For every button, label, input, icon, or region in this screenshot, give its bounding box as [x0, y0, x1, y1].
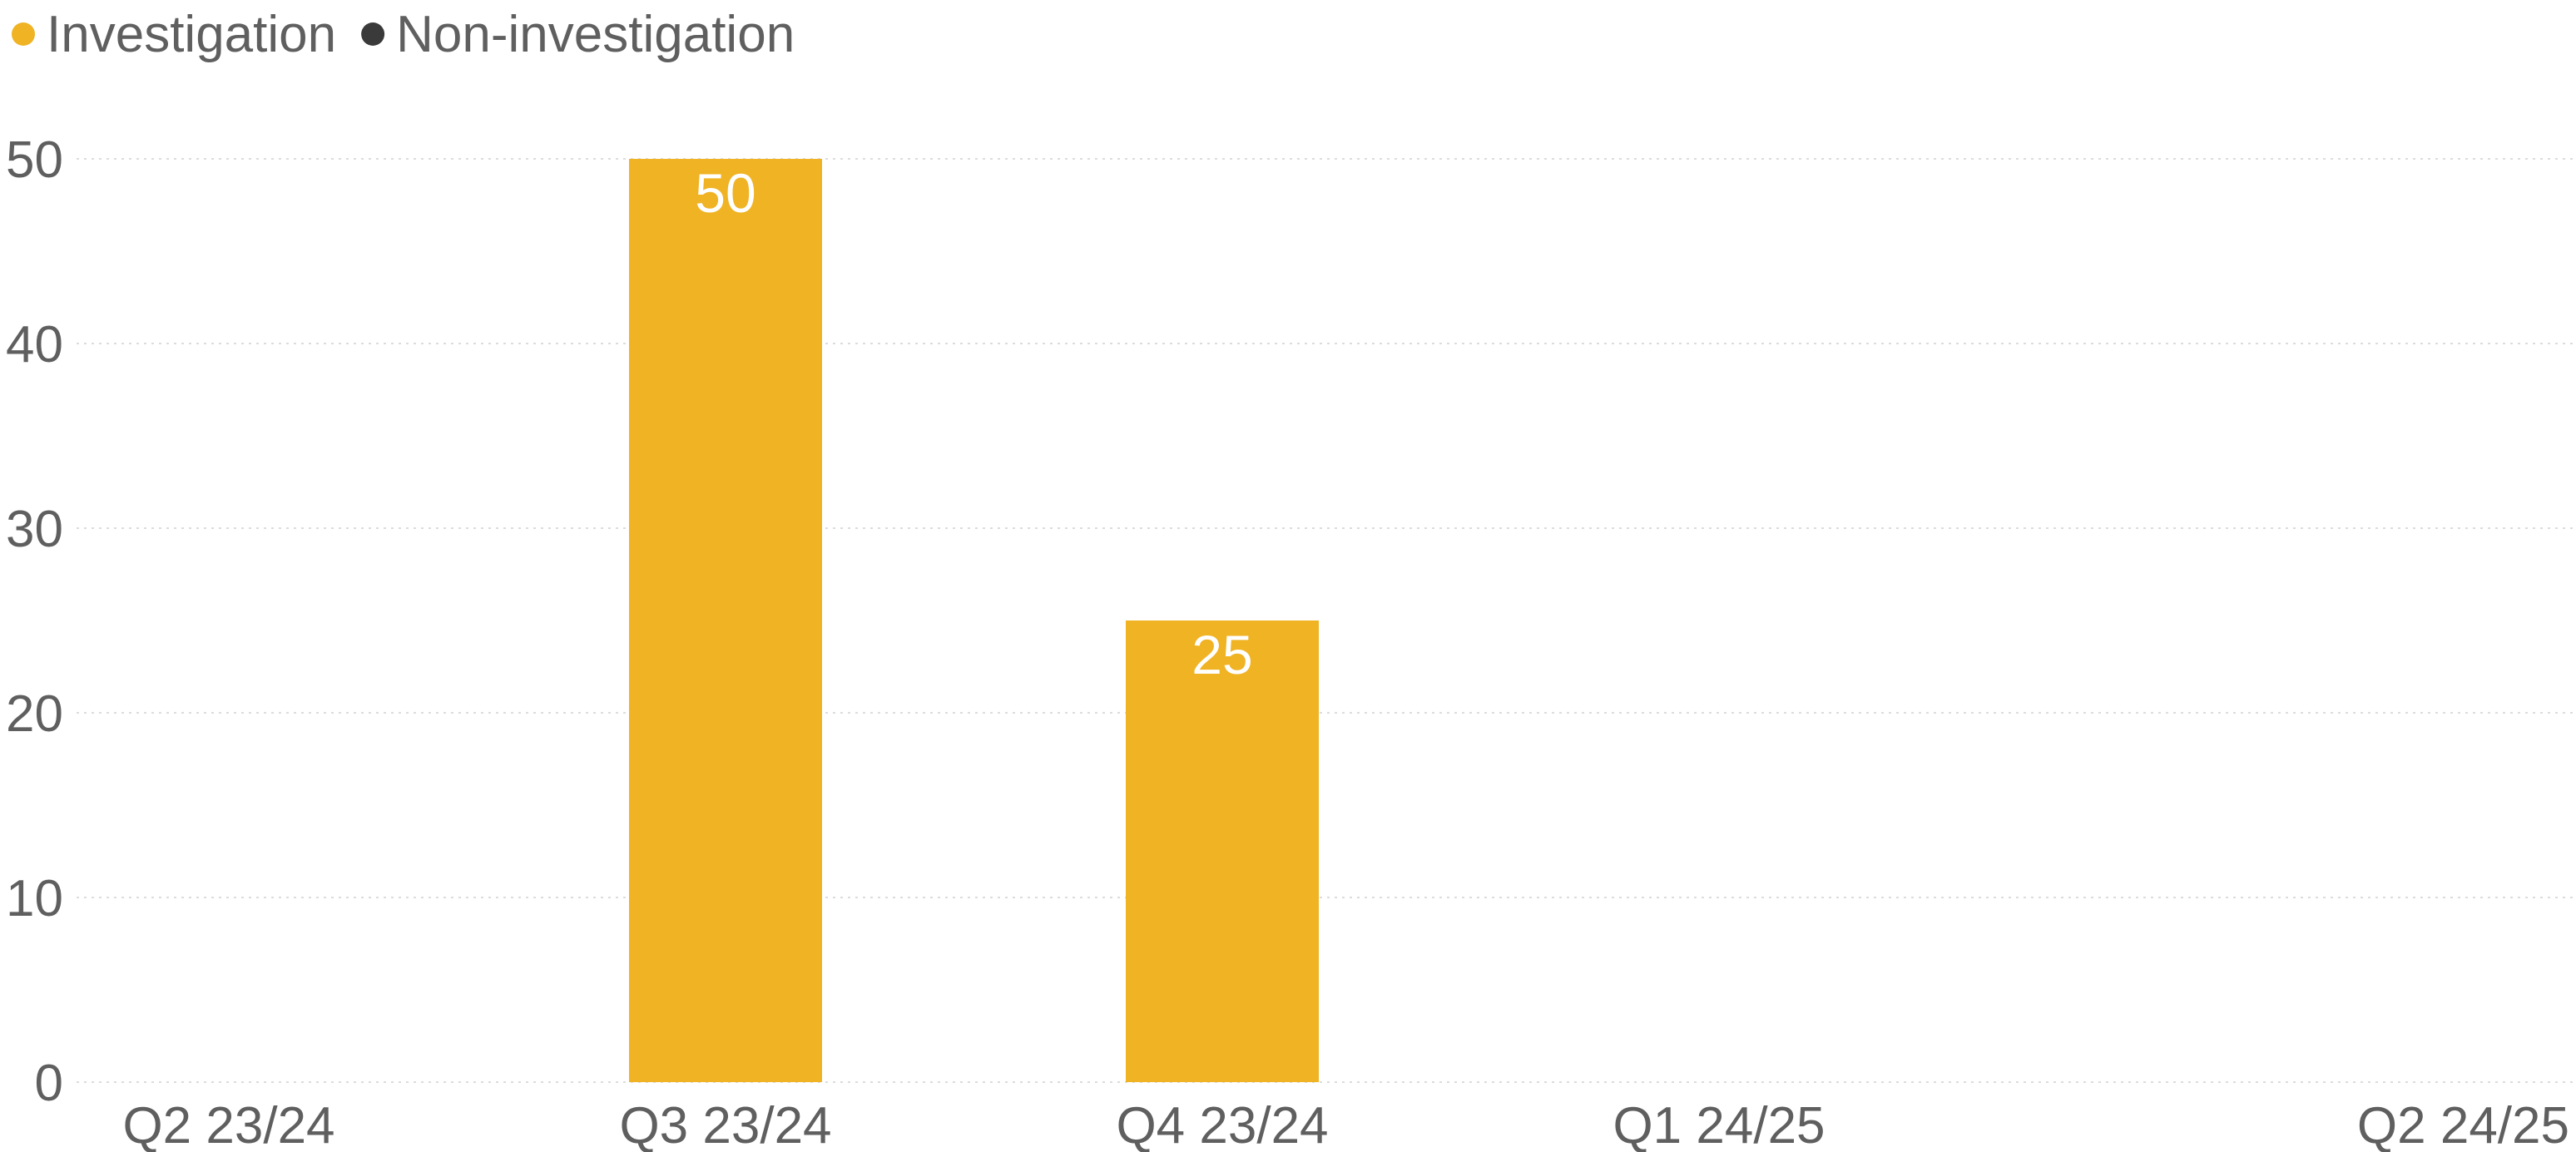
gridlines [77, 158, 2574, 1083]
y-tick-label: 20 [6, 685, 63, 743]
data-labels: 50 25 [695, 162, 1252, 685]
bars [629, 159, 1319, 1082]
bar-investigation [629, 159, 822, 1082]
legend: Investigation Non-investigation [12, 6, 795, 63]
legend-label-1: Investigation [47, 6, 336, 63]
y-tick-label: 50 [6, 131, 63, 189]
data-label: 50 [695, 162, 755, 224]
x-tick-label: Q2 23/24 [122, 1097, 334, 1152]
y-tick-label: 40 [6, 316, 63, 373]
legend-marker-2 [361, 22, 385, 46]
x-tick-label: Q2 24/25 [2357, 1097, 2569, 1152]
x-tick-label: Q1 24/25 [1612, 1097, 1825, 1152]
y-tick-label: 0 [35, 1055, 63, 1112]
x-axis: Q2 23/24 Q3 23/24 Q4 23/24 Q1 24/25 Q2 24/25 [122, 1097, 2569, 1152]
y-tick-label: 30 [6, 501, 63, 558]
y-axis: 0 10 20 30 40 50 [6, 131, 63, 1112]
y-tick-label: 10 [6, 870, 63, 927]
legend-label-2: Non-investigation [396, 6, 795, 63]
bar-investigation [1126, 620, 1319, 1082]
x-tick-label: Q3 23/24 [619, 1097, 831, 1152]
legend-marker-1 [12, 22, 35, 46]
x-tick-label: Q4 23/24 [1116, 1097, 1328, 1152]
data-label: 25 [1191, 624, 1252, 685]
